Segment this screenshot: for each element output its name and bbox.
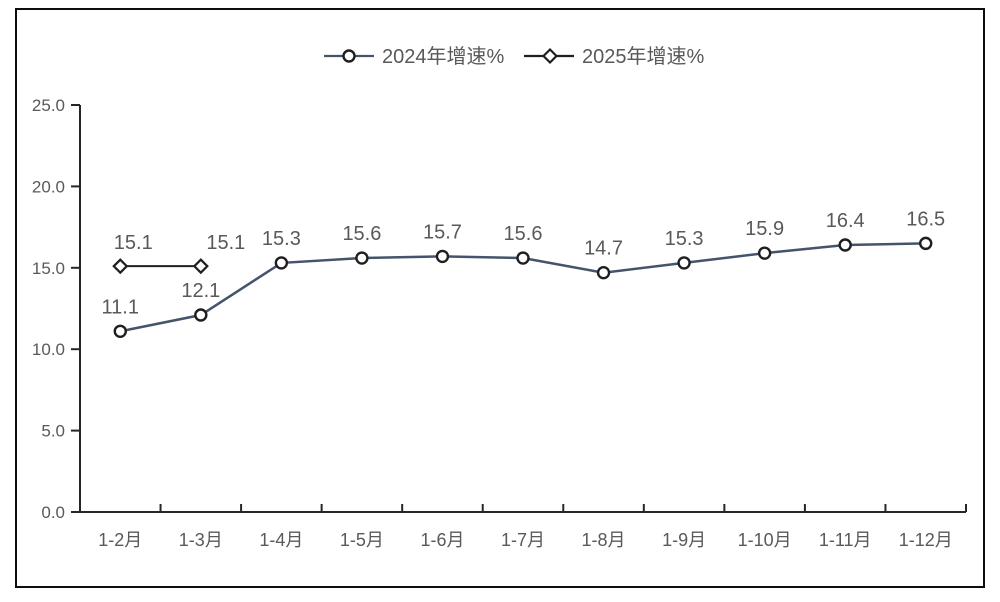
x-tick-label: 1-6月: [420, 530, 464, 550]
data-label: 15.3: [262, 228, 301, 250]
series-plot: [112, 236, 933, 338]
data-labels-layer: 11.1 12.1 15.3 15.6 15.7 15.6 14.7 15.3 15.9 16.4…: [102, 208, 946, 318]
data-point-circle[interactable]: [596, 265, 611, 280]
data-label: 15.3: [665, 228, 704, 250]
data-label: 15.7: [423, 221, 462, 243]
y-tick-label: 0.0: [41, 503, 65, 522]
legend-label-2024: 2024年增速%: [382, 45, 504, 68]
legend-diamond-marker-icon: [541, 47, 559, 65]
data-label: 16.4: [826, 210, 865, 232]
data-point-circle[interactable]: [838, 238, 852, 252]
data-point-circle[interactable]: [435, 249, 450, 264]
data-label: 15.9: [745, 218, 784, 240]
x-tick-label: 1-12月: [899, 530, 953, 550]
x-tick-label: 1-9月: [662, 530, 706, 550]
data-point-circle[interactable]: [757, 246, 772, 260]
y-tick-label: 15.0: [32, 259, 65, 278]
data-point-circle[interactable]: [516, 251, 530, 265]
x-tick-label: 1-2月: [98, 530, 142, 550]
data-label: 15.1: [206, 232, 245, 254]
data-label: 15.1: [114, 232, 153, 254]
data-point-circle[interactable]: [194, 308, 208, 322]
legend-item-2024[interactable]: 2024年增速%: [324, 45, 504, 68]
data-point-circle[interactable]: [113, 324, 127, 338]
data-point-circle[interactable]: [355, 251, 369, 265]
axes: 0.0 5.0 10.0 15.0 20.0 25.0 1-2月 1-3月 1-4月 1-5月 1-…: [32, 96, 967, 550]
data-label: 15.6: [504, 223, 543, 245]
x-tick-label: 1-5月: [340, 530, 384, 550]
legend-label-2025: 2025年增速%: [582, 45, 704, 68]
y-tick-label: 10.0: [32, 340, 65, 359]
data-point-circle[interactable]: [919, 236, 933, 251]
data-label: 14.7: [584, 238, 623, 260]
chart-frame-border: [15, 8, 985, 588]
x-tick-label: 1-3月: [179, 530, 223, 550]
y-tick-label: 20.0: [32, 177, 65, 196]
data-label: 12.1: [181, 280, 220, 302]
data-label: 16.5: [906, 208, 945, 230]
data-point-circle[interactable]: [677, 256, 691, 270]
x-tick-label: 1-11月: [819, 530, 872, 550]
x-tick-label: 1-4月: [259, 530, 303, 550]
x-tick-label: 1-7月: [501, 530, 545, 550]
data-label: 11.1: [102, 296, 139, 318]
y-tick-label: 5.0: [41, 422, 65, 441]
x-tick-label: 1-10月: [738, 530, 792, 550]
y-tick-label: 25.0: [32, 96, 65, 115]
data-point-diamond[interactable]: [192, 258, 209, 275]
legend-item-2025[interactable]: 2025年增速%: [524, 45, 704, 68]
data-point-diamond[interactable]: [112, 258, 129, 275]
legend-circle-marker-icon: [342, 49, 356, 63]
chart-legend: 2024年增速% 2025年增速%: [324, 45, 704, 68]
data-point-circle[interactable]: [274, 256, 289, 270]
x-tick-label: 1-8月: [582, 530, 626, 550]
data-label: 15.6: [342, 223, 381, 245]
